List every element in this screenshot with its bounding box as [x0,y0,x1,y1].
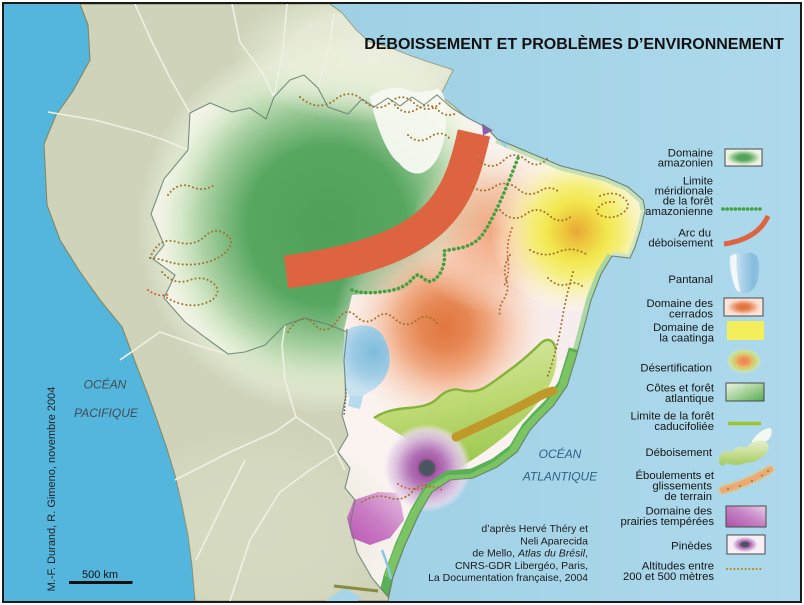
svg-text:déboisement: déboisement [648,238,714,250]
svg-text:glissements: glissements [652,481,712,493]
svg-text:DÉBOISSEMENT ET PROBLÈMES D’EN: DÉBOISSEMENT ET PROBLÈMES D’ENVIRONNEMEN… [364,34,784,53]
svg-text:Arc du: Arc du [678,228,711,240]
svg-text:Déboisement: Déboisement [645,447,712,459]
svg-text:Altitudes entre: Altitudes entre [642,561,714,573]
svg-text:La Documentation française, 20: La Documentation française, 2004 [428,572,588,584]
svg-text:Domaine de: Domaine de [653,322,714,334]
svg-text:cerrados: cerrados [669,309,713,321]
svg-text:atlantique: atlantique [665,393,714,405]
svg-text:M.-F. Durand, R. Gimeno, novem: M.-F. Durand, R. Gimeno, novembre 2004 [46,387,58,592]
svg-text:PACIFIQUE: PACIFIQUE [74,406,139,420]
svg-text:Éboulements et: Éboulements et [636,469,715,482]
svg-text:Domaine: Domaine [668,147,713,159]
svg-text:d’après Hervé Théry et: d’après Hervé Théry et [481,523,588,535]
svg-text:amazonienne: amazonienne [645,206,713,218]
svg-text:prairies tempérées: prairies tempérées [620,516,714,528]
svg-text:CNRS-GDR Libergéo, Paris,: CNRS-GDR Libergéo, Paris, [455,560,588,572]
svg-text:500 km: 500 km [82,569,118,581]
svg-text:Limite: Limite [683,176,713,188]
svg-text:de la forêt: de la forêt [663,196,714,208]
svg-text:de Mello, Atlas du Brésil,: de Mello, Atlas du Brésil, [472,548,588,560]
svg-text:Domaine des: Domaine des [645,506,712,518]
svg-text:OCÉAN: OCÉAN [539,446,582,461]
svg-text:méridionale: méridionale [655,186,713,198]
svg-text:Côtes et forêt: Côtes et forêt [646,383,715,395]
svg-text:Neli Aparecida: Neli Aparecida [520,535,588,547]
svg-text:ATLANTIQUE: ATLANTIQUE [522,470,598,484]
svg-text:Désertification: Désertification [640,363,712,375]
svg-text:de terrain: de terrain [664,491,712,503]
svg-text:OCÉAN: OCÉAN [84,377,127,392]
svg-text:caducifoliée: caducifoliée [654,421,714,433]
svg-text:Pantanal: Pantanal [668,274,713,286]
svg-text:200 et 500 mètres: 200 et 500 mètres [623,571,714,583]
svg-text:Pinèdes: Pinèdes [671,541,712,553]
svg-text:la caatinga: la caatinga [659,333,714,345]
svg-text:Domaine des: Domaine des [646,298,713,310]
svg-text:amazonien: amazonien [658,157,713,169]
svg-text:Limite de la forêt: Limite de la forêt [630,411,714,423]
